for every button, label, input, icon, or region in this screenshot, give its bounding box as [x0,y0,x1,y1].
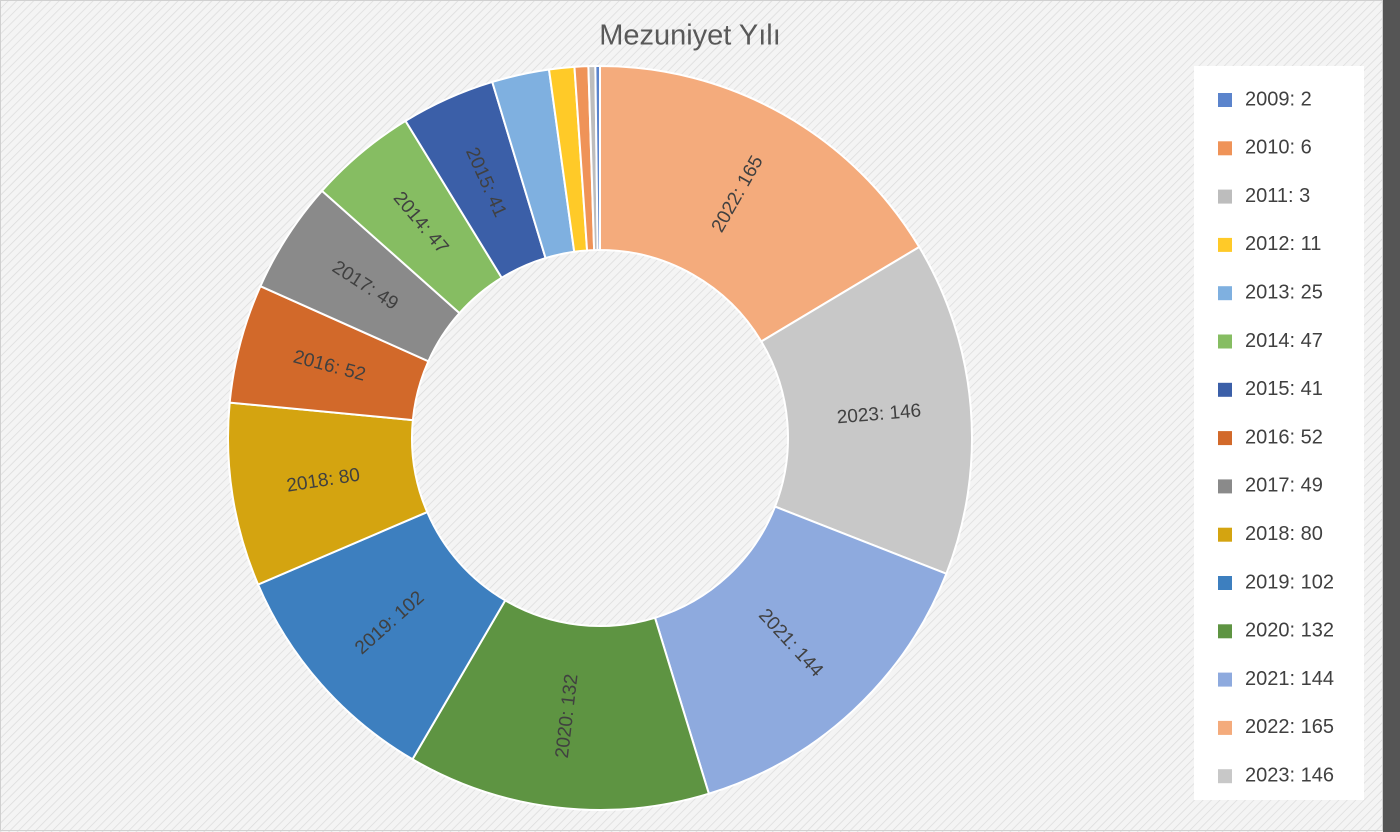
donut-slice [594,64,601,252]
legend-label: 2022: 165 [1245,716,1334,738]
legend-swatch [1218,431,1232,446]
legend-label: 2010: 6 [1245,137,1312,159]
legend-swatch [1218,237,1232,252]
legend-swatch [1218,93,1232,107]
donut-slice [599,64,921,343]
legend-swatch [1218,720,1232,735]
legend-label: 2013: 25 [1245,281,1323,303]
legend-label: 2019: 102 [1245,571,1334,593]
donut-slice [653,505,948,795]
legend-swatch [1218,334,1232,349]
chart-title: Mezuniyet Yılı [599,20,781,52]
legend-label: 2023: 146 [1245,764,1334,786]
legend-swatch [1218,624,1232,639]
legend-swatch [1218,141,1232,156]
donut-slice [759,245,973,576]
legend-swatch [1218,286,1232,301]
legend-label: 2012: 11 [1245,233,1321,255]
legend-label: 2018: 80 [1245,523,1323,545]
legend-label: 2016: 52 [1245,426,1323,448]
legend-label: 2017: 49 [1245,475,1323,497]
legend-swatch [1218,189,1232,204]
donut-slice [411,599,711,811]
legend-label: 2020: 132 [1245,620,1334,642]
legend-swatch [1218,382,1232,397]
legend-swatch [1218,769,1232,784]
legend-label: 2011: 3 [1245,185,1310,207]
right-edge [1383,0,1400,832]
legend-swatch [1218,527,1232,542]
legend-label: 2014: 47 [1245,330,1323,352]
legend-label: 2015: 41 [1245,378,1323,400]
legend-swatch [1218,479,1232,494]
legend-label: 2021: 144 [1245,668,1334,690]
legend-swatch [1218,672,1232,687]
legend-label: 2009: 2 [1245,88,1312,110]
legend-swatch [1218,576,1232,590]
